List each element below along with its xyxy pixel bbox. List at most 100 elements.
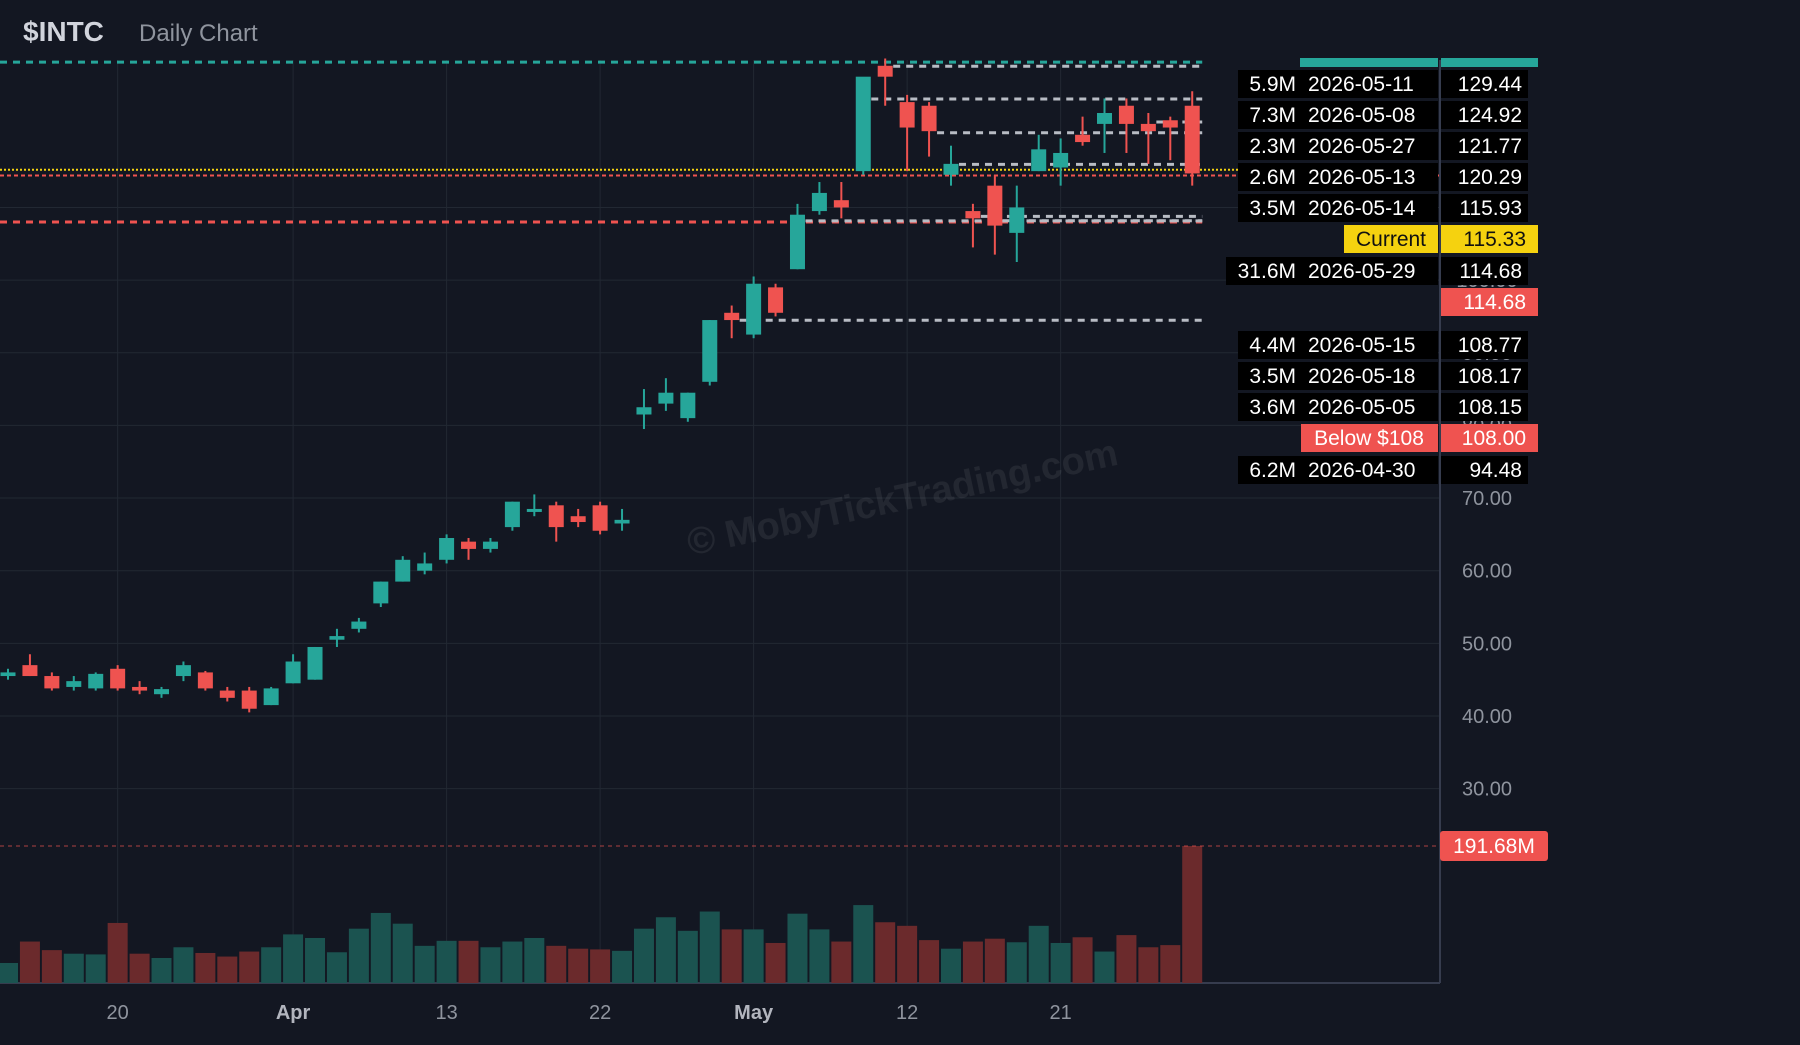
ticker-title: $INTC [23,16,104,47]
level-tag-bg [1238,456,1438,484]
candle-body [44,676,60,689]
candle-body [899,102,915,128]
level-date-label: 2026-05-27 [1308,135,1415,158]
volume-bar [458,940,479,983]
level-value-bg [1441,163,1528,191]
current-value: 115.33 [1463,228,1526,251]
volume-bar [853,905,874,983]
level-date-label: 2026-05-08 [1308,104,1415,127]
candle-body [373,581,389,604]
candle-body [768,287,784,313]
level-value-bg [1441,101,1528,129]
candle-body [461,541,477,549]
candle-body [0,672,16,677]
last-price-value: 114.68 [1463,291,1526,314]
level-value: 120.29 [1458,166,1522,189]
level-date-label: 2026-05-29 [1308,260,1415,283]
level-tag-bg [1238,362,1438,390]
volume-bar [129,953,150,983]
candle-body [877,65,893,77]
level-volume-label: 3.5M [1249,365,1296,388]
below-value: 108.00 [1462,427,1526,450]
candle-body [658,392,674,404]
candle-body [1009,207,1025,233]
y-tick-label: 40.00 [1462,706,1512,728]
y-axis: 30.0040.0050.0060.0070.0080.0090.00100.0… [1456,197,1517,800]
level-value-bg [1441,194,1528,222]
volume-bar [612,950,633,983]
volume-bar [0,962,18,983]
candle-body [570,516,586,523]
level-tag-bg [1238,393,1438,421]
candle-body [395,559,411,582]
level-volume-label: 5.9M [1249,73,1296,96]
level-value-bg [1441,331,1528,359]
level-tag-bg [1238,132,1438,160]
candle-body [987,185,1003,226]
level-value: 94.48 [1469,459,1522,482]
level-date-label: 2026-05-11 [1308,73,1414,96]
volume-bar [239,951,260,983]
candle-body [88,673,104,689]
volume-bar [984,938,1005,983]
volume-bar [480,947,501,983]
y-tick-label: 50.00 [1462,633,1512,655]
volume-bar [743,929,764,983]
x-tick-label: May [734,1002,774,1024]
level-volume-label: 4.4M [1249,334,1296,357]
level-volume-label: 6.2M [1249,459,1296,482]
candle-body [132,686,148,691]
candle-body [789,214,805,270]
volume-bar [568,948,589,983]
volume-bar [436,940,457,983]
above-value-bg [1441,58,1538,67]
level-tag-bg [1226,257,1438,285]
x-tick-label: 20 [107,1002,129,1024]
candle-body [417,563,433,571]
level-value-bg [1441,456,1528,484]
candle-body [943,163,959,175]
volume-bar [875,922,896,983]
candle-body [1140,123,1156,132]
last-volume-label: 191.68M [1453,835,1535,858]
last-volume-bg [1440,831,1548,861]
volume-bar [217,956,238,983]
volume-bar [831,941,852,983]
candle-body [22,665,38,677]
volume-bar [1006,942,1027,983]
level-volume-label: 3.6M [1249,396,1296,419]
level-value-bg [1441,393,1528,421]
volume-bar [1160,945,1181,983]
y-tick-label: 70.00 [1462,488,1512,510]
level-value-bg [1441,70,1528,98]
volume-bar [787,913,808,983]
level-volume-label: 2.3M [1249,135,1296,158]
candle-body [1097,113,1112,124]
candle-body [154,689,170,695]
volume-bar [897,925,918,983]
candle-body [1184,105,1200,174]
candle-body [504,501,520,528]
level-value: 115.93 [1459,197,1522,220]
candle-body [746,283,762,335]
level-volume-label: 31.6M [1238,260,1296,283]
volume-bar [151,957,172,983]
candle-body [197,672,213,689]
volume-bar [655,917,676,983]
level-volume-label: 2.6M [1249,166,1296,189]
level-value-bg [1441,257,1528,285]
x-tick-label: 21 [1050,1002,1072,1024]
candle-body [702,320,718,382]
volume-bar [63,953,84,983]
volume-bar [261,947,282,983]
below-tag-label: Below $108 [1314,427,1424,450]
candle-body [285,661,301,684]
volume-bar [940,948,961,983]
level-value: 108.17 [1458,365,1522,388]
current-tag-label: Current [1356,228,1426,251]
volume-bar [1094,951,1115,983]
candle-body [1031,149,1047,172]
volume-bar [524,937,545,983]
level-value-bg [1441,362,1528,390]
